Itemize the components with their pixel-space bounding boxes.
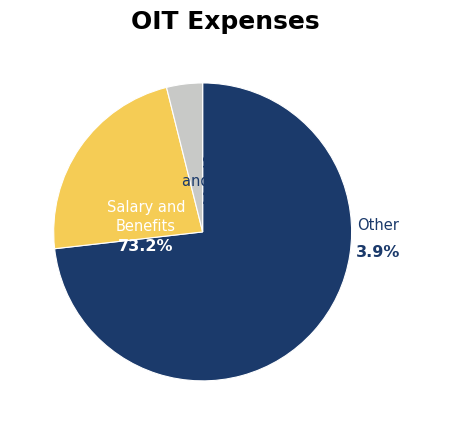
Wedge shape [166,83,202,232]
Text: Other: Other [357,219,399,233]
Title: OIT Expenses: OIT Expenses [130,10,320,34]
Wedge shape [54,83,351,381]
Text: 3.9%: 3.9% [356,245,400,260]
Text: Service
and Supplies: Service and Supplies [182,156,277,189]
Text: Salary and
Benefits: Salary and Benefits [107,200,185,234]
Text: 73.2%: 73.2% [118,240,174,254]
Wedge shape [54,87,202,249]
Text: 22.9%: 22.9% [202,192,257,206]
